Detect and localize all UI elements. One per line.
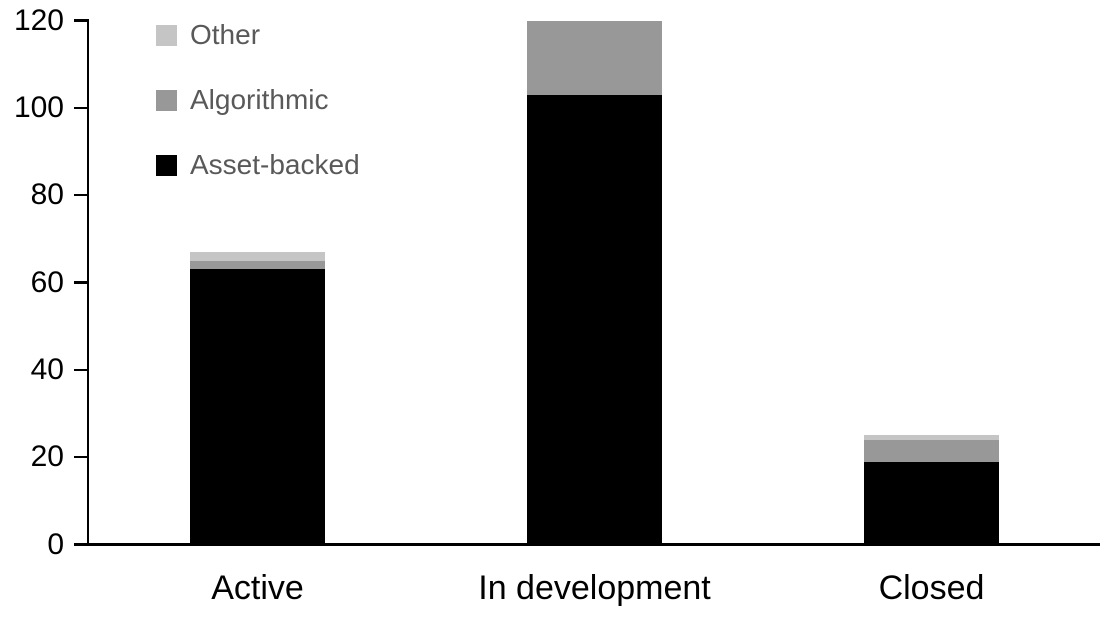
y-axis-tick bbox=[73, 455, 87, 459]
bar-segment-other bbox=[190, 251, 325, 261]
y-axis-tick bbox=[73, 543, 87, 546]
x-axis-category-label: Closed bbox=[878, 569, 985, 607]
x-axis-line bbox=[86, 543, 1100, 546]
y-axis-tick bbox=[73, 368, 87, 372]
y-axis-tick bbox=[73, 19, 87, 22]
legend: Other Algorithmic Asset-backed bbox=[156, 14, 360, 186]
legend-label-asset-backed: Asset-backed bbox=[190, 149, 360, 180]
legend-swatch-icon bbox=[156, 154, 177, 176]
y-axis-line bbox=[86, 19, 89, 546]
x-axis-category-label: In development bbox=[478, 569, 711, 607]
y-axis-tick-label: 60 bbox=[30, 265, 64, 299]
bar-segment-asset-backed bbox=[864, 461, 999, 545]
y-axis-tick bbox=[73, 193, 87, 197]
legend-item-asset-backed: Asset-backed bbox=[156, 144, 360, 186]
y-axis-tick-label: 40 bbox=[30, 352, 64, 386]
legend-label-algorithmic: Algorithmic bbox=[190, 84, 329, 115]
legend-label-other: Other bbox=[190, 19, 261, 50]
bar-segment-algorithmic bbox=[190, 260, 325, 270]
legend-swatch-icon bbox=[156, 89, 177, 111]
legend-swatch-icon bbox=[156, 24, 177, 46]
bar-segment-algorithmic bbox=[527, 20, 662, 95]
y-axis-tick-label: 120 bbox=[13, 3, 64, 37]
y-axis-tick bbox=[73, 106, 87, 110]
bar-segment-asset-backed bbox=[190, 269, 325, 545]
y-axis-tick-label: 80 bbox=[30, 178, 64, 212]
legend-item-other: Other bbox=[156, 14, 360, 56]
y-axis-tick-label: 100 bbox=[13, 90, 64, 124]
bar-segment-algorithmic bbox=[864, 439, 999, 462]
bar-segment-other bbox=[864, 435, 999, 440]
y-axis-tick-label: 0 bbox=[47, 527, 64, 561]
legend-item-algorithmic: Algorithmic bbox=[156, 79, 360, 121]
x-axis-category-label: Active bbox=[211, 569, 304, 607]
y-axis-tick-label: 20 bbox=[30, 440, 64, 474]
y-axis-tick bbox=[73, 281, 87, 284]
bar-segment-asset-backed bbox=[527, 94, 662, 545]
